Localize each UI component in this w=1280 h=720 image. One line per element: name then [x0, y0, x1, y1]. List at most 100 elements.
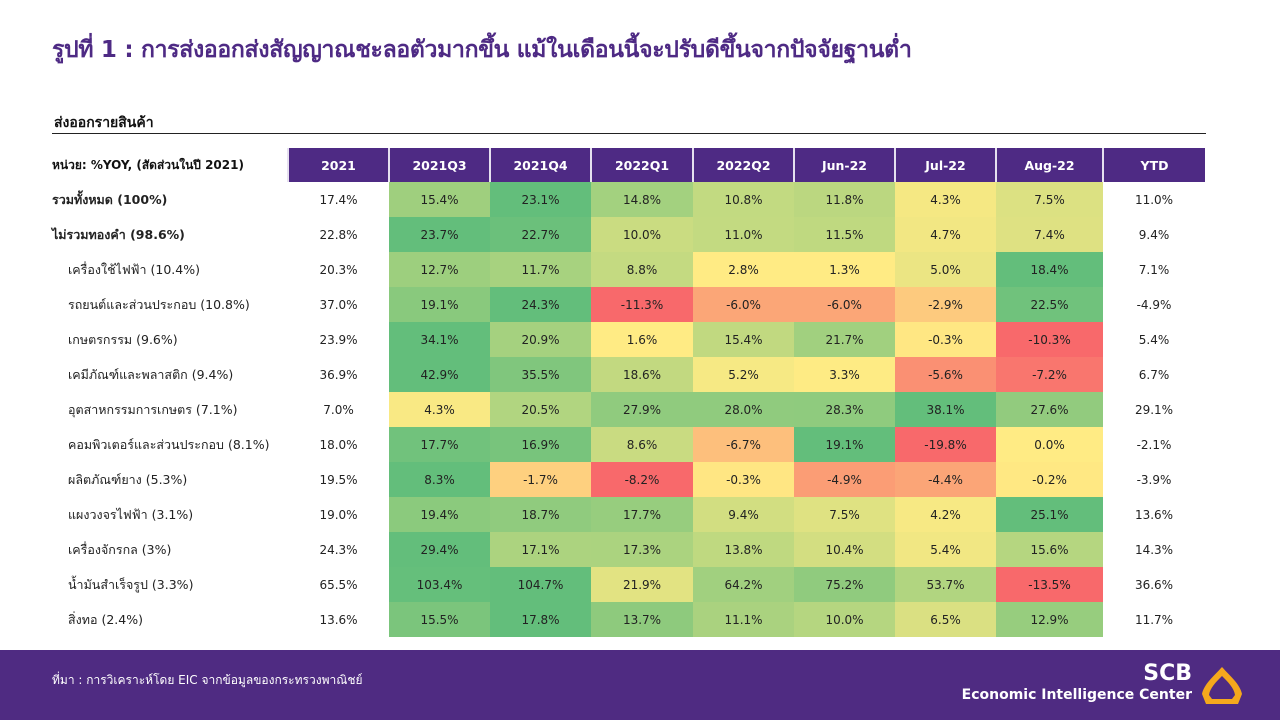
heatmap-cell: 1.6%: [591, 322, 693, 357]
heatmap-cell: -2.1%: [1136, 437, 1172, 452]
heatmap-cell: 11.0%: [693, 217, 794, 252]
heatmap-cell: 5.2%: [693, 357, 794, 392]
heatmap-cell: 22.5%: [996, 287, 1103, 322]
brand-block: SCB Economic Intelligence Center: [962, 662, 1192, 704]
column-header: 2022Q2: [692, 148, 794, 182]
heatmap-cell: 0.0%: [996, 427, 1103, 462]
heatmap-cell: 3.3%: [794, 357, 895, 392]
header-row: หน่วย: %YOY, (สัดส่วนในปี 2021) 2021 2021…: [52, 148, 1205, 182]
heatmap-cell: 11.7%: [1134, 612, 1174, 627]
divider: [52, 133, 1206, 134]
heatmap-cell: 22.7%: [490, 217, 591, 252]
heatmap-cell: 8.8%: [591, 252, 693, 287]
heatmap-cell: 18.4%: [996, 252, 1103, 287]
footer-bar: ที่มา : การวิเคราะห์โดย EIC จากข้อมูลของ…: [0, 650, 1280, 720]
heatmap-cell: 25.1%: [996, 497, 1103, 532]
heatmap-cell: 29.1%: [1134, 402, 1174, 417]
heatmap-cell: 28.3%: [794, 392, 895, 427]
column-header: 2022Q1: [590, 148, 693, 182]
heatmap-cell: 19.5%: [319, 472, 358, 487]
heatmap-cell: 20.9%: [490, 322, 591, 357]
heatmap-cell: 5.4%: [1138, 332, 1170, 347]
heatmap-cell: 75.2%: [794, 567, 895, 602]
heatmap-cell: -0.3%: [895, 322, 996, 357]
column-header: Aug-22: [995, 148, 1103, 182]
heatmap-cell: 19.4%: [389, 497, 490, 532]
heatmap-cell: 104.7%: [490, 567, 591, 602]
heatmap-cell: 15.4%: [389, 182, 490, 217]
table-row: อุตสาหกรรมการเกษตร (7.1%) 7.0% 4.3% 20.5% 27…: [52, 392, 1205, 427]
heatmap-cell: 15.4%: [693, 322, 794, 357]
table-row: ผลิตภัณฑ์ยาง (5.3%) 19.5% 8.3% -1.7% -8.2% -0…: [52, 462, 1205, 497]
heatmap-cell: 7.4%: [996, 217, 1103, 252]
heatmap-cell: 5.0%: [895, 252, 996, 287]
page-title: รูปที่ 1 : การส่งออกส่งสัญญาณชะลอตัวมากข…: [52, 37, 912, 63]
heatmap-cell: 2.8%: [693, 252, 794, 287]
heatmap-cell: -6.0%: [794, 287, 895, 322]
heatmap-cell: -1.7%: [490, 462, 591, 497]
heatmap-cell: 16.9%: [490, 427, 591, 462]
table-row: เครื่องจักรกล (3%) 24.3% 29.4% 17.1% 17.3% 13…: [52, 532, 1205, 567]
row-label: ผลิตภัณฑ์ยาง (5.3%): [68, 471, 188, 487]
heatmap-cell: -4.9%: [794, 462, 895, 497]
heatmap-cell: 23.1%: [490, 182, 591, 217]
heatmap-cell: -13.5%: [996, 567, 1103, 602]
heatmap-cell: 7.5%: [794, 497, 895, 532]
heatmap-cell: 10.0%: [591, 217, 693, 252]
heatmap-cell: 4.3%: [389, 392, 490, 427]
heatmap-cell: 19.0%: [319, 507, 358, 522]
heatmap-cell: 103.4%: [389, 567, 490, 602]
row-label: ไม่รวมทองคำ (98.6%): [52, 226, 185, 242]
heatmap-cell: 12.7%: [389, 252, 490, 287]
row-label: เครื่องใช้ไฟฟ้า (10.4%): [68, 261, 200, 277]
heatmap-cell: -19.8%: [895, 427, 996, 462]
heatmap-cell: -6.0%: [693, 287, 794, 322]
table-row: สิ่งทอ (2.4%) 13.6% 15.5% 17.8% 13.7% 11.1% 10…: [52, 602, 1205, 637]
heatmap-cell: 9.4%: [693, 497, 794, 532]
heatmap-cell: 18.0%: [319, 437, 358, 452]
heatmap-cell: 8.6%: [591, 427, 693, 462]
heatmap-cell: 28.0%: [693, 392, 794, 427]
heatmap-cell: 18.7%: [490, 497, 591, 532]
section-subtitle: ส่งออกรายสินค้า: [54, 115, 154, 131]
heatmap-cell: 21.7%: [794, 322, 895, 357]
table-row: เครื่องใช้ไฟฟ้า (10.4%) 20.3% 12.7% 11.7% 8.…: [52, 252, 1205, 287]
heatmap-cell: -10.3%: [996, 322, 1103, 357]
source-note: ที่มา : การวิเคราะห์โดย EIC จากข้อมูลของ…: [52, 673, 363, 687]
row-label: รวมทั้งหมด (100%): [52, 191, 168, 207]
heatmap-cell: 17.3%: [591, 532, 693, 567]
heatmap-cell: 36.9%: [319, 367, 358, 382]
heatmap-table: หน่วย: %YOY, (สัดส่วนในปี 2021) 2021 2021…: [52, 148, 1205, 637]
heatmap-cell: 7.1%: [1138, 262, 1170, 277]
table-row: รวมทั้งหมด (100%) 17.4% 15.4% 23.1% 14.8% 10.…: [52, 182, 1205, 217]
scb-logo-icon: [1202, 667, 1242, 704]
table-row: เคมีภัณฑ์และพลาสติก (9.4%) 36.9% 42.9% 35.5…: [52, 357, 1205, 392]
heatmap-cell: 53.7%: [895, 567, 996, 602]
heatmap-cell: -0.2%: [996, 462, 1103, 497]
column-header: Jul-22: [894, 148, 996, 182]
heatmap-cell: 27.9%: [591, 392, 693, 427]
table-row: รถยนต์และส่วนประกอบ (10.8%) 37.0% 19.1% 24.…: [52, 287, 1205, 322]
heatmap-cell: 13.8%: [693, 532, 794, 567]
heatmap-cell: -5.6%: [895, 357, 996, 392]
heatmap-cell: 19.1%: [389, 287, 490, 322]
row-label: สิ่งทอ (2.4%): [68, 611, 143, 627]
heatmap-cell: 17.1%: [490, 532, 591, 567]
heatmap-cell: 21.9%: [591, 567, 693, 602]
heatmap-cell: 13.7%: [591, 602, 693, 637]
row-label: เครื่องจักรกล (3%): [68, 541, 172, 557]
heatmap-cell: 7.5%: [996, 182, 1103, 217]
heatmap-cell: 19.1%: [794, 427, 895, 462]
heatmap-cell: 20.5%: [490, 392, 591, 427]
heatmap-cell: -6.7%: [693, 427, 794, 462]
heatmap-cell: 13.6%: [1134, 507, 1174, 522]
unit-label: หน่วย: %YOY, (สัดส่วนในปี 2021): [52, 148, 288, 182]
row-label: อุตสาหกรรมการเกษตร (7.1%): [68, 401, 238, 417]
heatmap-cell: 17.4%: [319, 192, 358, 207]
heatmap-cell: 24.3%: [319, 542, 358, 557]
heatmap-cell: 20.3%: [319, 262, 358, 277]
table-row: คอมพิวเตอร์และส่วนประกอบ (8.1%) 18.0% 17.7…: [52, 427, 1205, 462]
heatmap-cell: 22.8%: [319, 227, 358, 242]
heatmap-cell: 7.0%: [323, 402, 354, 417]
brand-name: SCB: [1143, 661, 1192, 686]
